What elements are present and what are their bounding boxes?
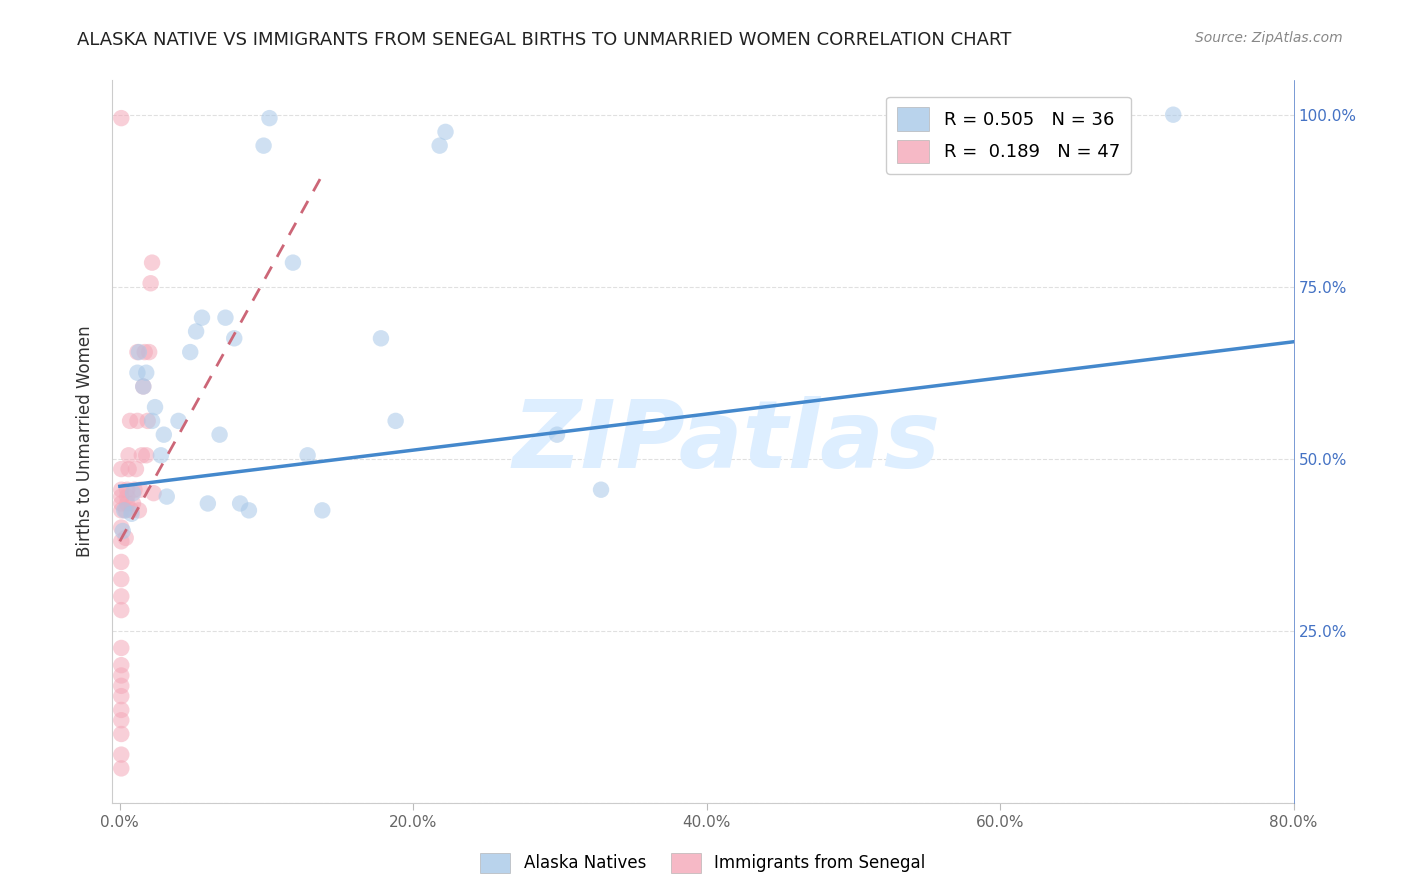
Point — [110, 520, 132, 534]
Point — [229, 496, 252, 510]
Text: Source: ZipAtlas.com: Source: ZipAtlas.com — [1195, 31, 1343, 45]
Point — [115, 483, 138, 497]
Point — [136, 414, 159, 428]
Point — [142, 486, 165, 500]
Point — [127, 366, 149, 380]
Point — [122, 496, 145, 510]
Point — [110, 496, 132, 510]
Point — [191, 310, 214, 325]
Point — [153, 427, 176, 442]
Point — [110, 603, 132, 617]
Point — [197, 496, 219, 510]
Point — [110, 503, 132, 517]
Point — [297, 448, 319, 462]
Point — [110, 689, 132, 703]
Point — [129, 483, 152, 497]
Point — [121, 503, 143, 517]
Point — [110, 727, 132, 741]
Point — [141, 414, 163, 428]
Point — [112, 503, 135, 517]
Point — [259, 111, 281, 125]
Point — [384, 414, 406, 428]
Point — [110, 703, 132, 717]
Point — [429, 138, 451, 153]
Point — [110, 668, 132, 682]
Point — [110, 640, 132, 655]
Point — [208, 427, 231, 442]
Point — [115, 490, 138, 504]
Point — [124, 483, 146, 497]
Point — [370, 331, 392, 345]
Point — [114, 503, 136, 517]
Point — [110, 590, 132, 604]
Point — [167, 414, 190, 428]
Point — [111, 524, 134, 538]
Point — [110, 490, 132, 504]
Point — [110, 534, 132, 549]
Point — [281, 255, 304, 269]
Point — [128, 345, 150, 359]
Point — [434, 125, 457, 139]
Point — [115, 496, 138, 510]
Point — [1104, 125, 1126, 139]
Point — [132, 379, 155, 393]
Point — [122, 486, 145, 500]
Point — [135, 366, 157, 380]
Point — [110, 679, 132, 693]
Point — [149, 448, 172, 462]
Point — [110, 555, 132, 569]
Point — [120, 414, 142, 428]
Point — [238, 503, 260, 517]
Point — [156, 490, 179, 504]
Legend: Alaska Natives, Immigrants from Senegal: Alaska Natives, Immigrants from Senegal — [474, 847, 932, 880]
Point — [110, 761, 132, 775]
Point — [138, 345, 160, 359]
Y-axis label: Births to Unmarried Women: Births to Unmarried Women — [76, 326, 94, 558]
Point — [546, 427, 568, 442]
Point — [110, 572, 132, 586]
Point — [121, 507, 143, 521]
Text: ZIPatlas: ZIPatlas — [513, 395, 941, 488]
Point — [127, 414, 149, 428]
Point — [134, 345, 156, 359]
Point — [110, 111, 132, 125]
Point — [139, 277, 162, 291]
Point — [224, 331, 246, 345]
Legend: R = 0.505   N = 36, R =  0.189   N = 47: R = 0.505 N = 36, R = 0.189 N = 47 — [886, 96, 1130, 174]
Point — [110, 483, 132, 497]
Point — [125, 462, 148, 476]
Point — [311, 503, 333, 517]
Text: ALASKA NATIVE VS IMMIGRANTS FROM SENEGAL BIRTHS TO UNMARRIED WOMEN CORRELATION C: ALASKA NATIVE VS IMMIGRANTS FROM SENEGAL… — [77, 31, 1012, 49]
Point — [589, 483, 612, 497]
Point — [131, 448, 153, 462]
Point — [252, 138, 274, 153]
Point — [110, 747, 132, 762]
Point — [214, 310, 236, 325]
Point — [110, 462, 132, 476]
Point — [110, 713, 132, 727]
Point — [132, 379, 155, 393]
Point — [128, 503, 150, 517]
Point — [114, 531, 136, 545]
Point — [110, 658, 132, 673]
Point — [143, 400, 166, 414]
Point — [117, 448, 139, 462]
Point — [184, 325, 207, 339]
Point — [117, 462, 139, 476]
Point — [179, 345, 201, 359]
Point — [141, 255, 163, 269]
Point — [127, 345, 149, 359]
Point — [1161, 108, 1184, 122]
Point — [135, 448, 157, 462]
